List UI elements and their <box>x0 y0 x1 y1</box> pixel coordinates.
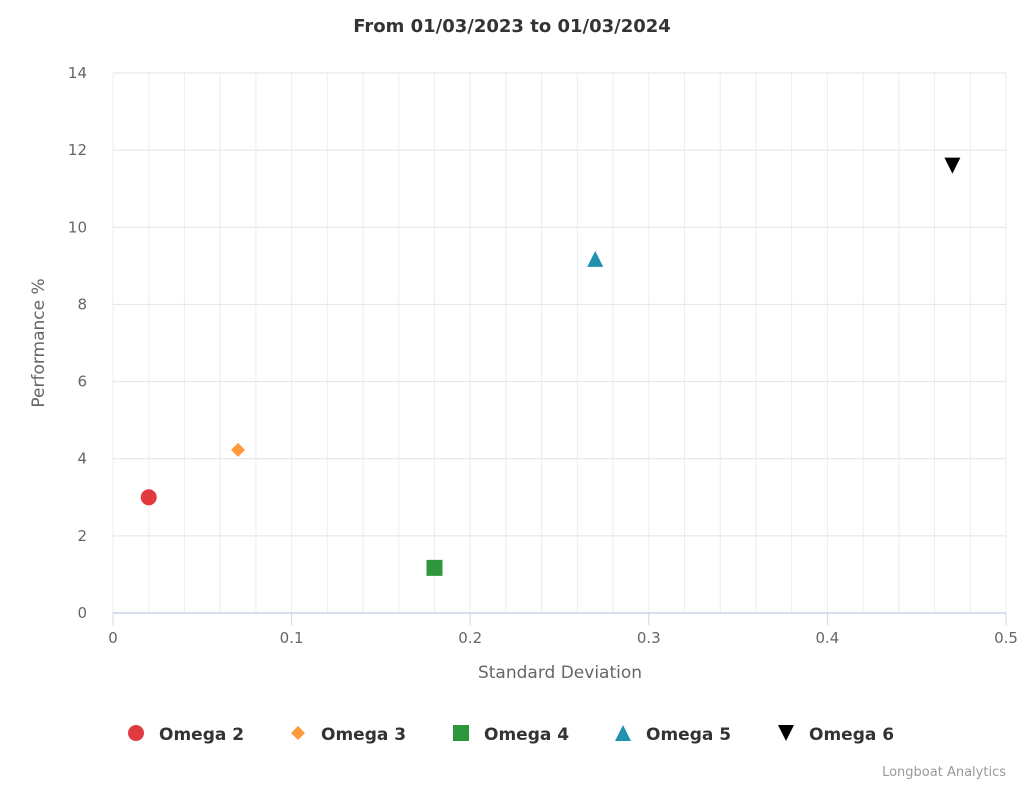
x-tick-label: 0.5 <box>994 629 1018 647</box>
data-point-omega-3 <box>231 442 246 457</box>
x-tick-label: 0.4 <box>815 629 839 647</box>
data-point-omega-4 <box>426 559 443 576</box>
y-tick-label: 12 <box>68 141 87 159</box>
data-point-omega-5 <box>587 250 604 267</box>
y-tick-label: 14 <box>68 64 87 82</box>
square-icon <box>453 725 469 741</box>
y-tick-label: 4 <box>77 450 87 468</box>
y-tick-label: 6 <box>77 373 87 391</box>
legend-item[interactable]: Omega 4 <box>453 725 569 745</box>
legend-item[interactable]: Omega 6 <box>778 725 894 745</box>
y-tick-label: 2 <box>77 527 87 545</box>
x-tick-label: 0.1 <box>280 629 304 647</box>
y-axis-ticks: 0 2 4 6 8 10 12 14 <box>68 64 87 622</box>
legend-item[interactable]: Omega 3 <box>291 725 406 745</box>
diamond-icon <box>291 726 305 740</box>
credit-text[interactable]: Longboat Analytics <box>882 765 1006 780</box>
y-tick-label: 10 <box>68 218 87 236</box>
x-tick-label: 0.2 <box>458 629 482 647</box>
legend-label: Omega 5 <box>646 725 731 745</box>
triangle-down-icon <box>778 725 794 741</box>
legend: Omega 2 Omega 3 Omega 4 Omega 5 Omega 6 <box>128 725 894 745</box>
legend-label: Omega 3 <box>321 725 406 745</box>
x-axis-label: Standard Deviation <box>478 663 642 683</box>
triangle-icon <box>615 725 631 741</box>
circle-icon <box>128 725 144 741</box>
x-axis-ticks: 0 0.1 0.2 0.3 0.4 0.5 <box>108 613 1018 647</box>
x-tick-label: 0.3 <box>637 629 661 647</box>
grid <box>112 72 1007 614</box>
legend-item[interactable]: Omega 5 <box>615 725 731 745</box>
legend-label: Omega 4 <box>484 725 569 745</box>
data-point-omega-6 <box>944 157 961 174</box>
y-tick-label: 0 <box>77 604 87 622</box>
legend-label: Omega 2 <box>159 725 244 745</box>
y-tick-label: 8 <box>77 295 87 313</box>
data-points <box>140 157 961 576</box>
chart-title: From 01/03/2023 to 01/03/2024 <box>353 16 671 37</box>
x-tick-label: 0 <box>108 629 118 647</box>
data-point-omega-2 <box>140 489 157 506</box>
y-axis-label: Performance % <box>29 278 49 407</box>
legend-item[interactable]: Omega 2 <box>128 725 244 745</box>
legend-label: Omega 6 <box>809 725 894 745</box>
